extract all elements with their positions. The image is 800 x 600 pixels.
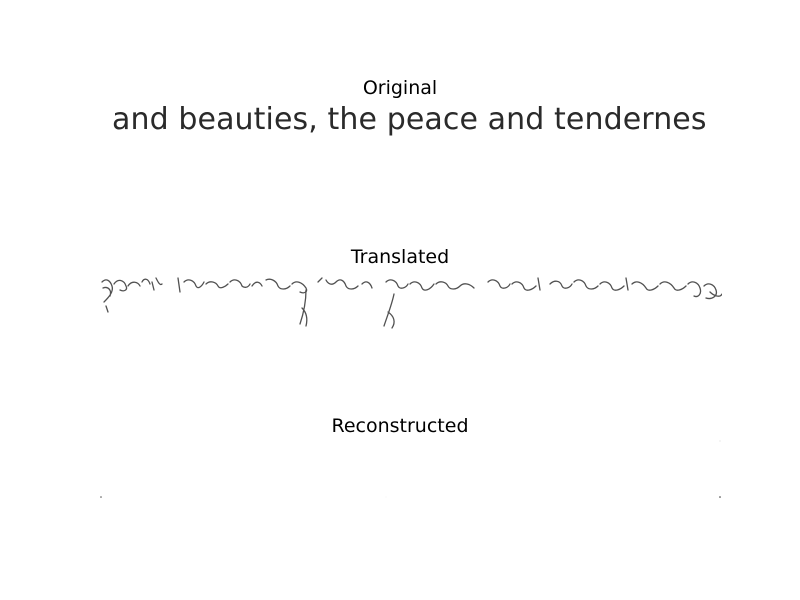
translated-handwriting-image bbox=[100, 268, 722, 330]
reconstructed-specks bbox=[100, 440, 721, 498]
reconstructed-image bbox=[100, 437, 722, 499]
original-panel-title: Original bbox=[362, 77, 438, 99]
reconstructed-panel-title: Reconstructed bbox=[331, 415, 469, 437]
original-text-line: and beauties, the peace and tendernes bbox=[112, 102, 707, 137]
original-text-image: and beauties, the peace and tendernes bbox=[100, 100, 722, 144]
handwriting-strokes bbox=[101, 277, 722, 329]
translated-panel-title: Translated bbox=[350, 246, 450, 268]
